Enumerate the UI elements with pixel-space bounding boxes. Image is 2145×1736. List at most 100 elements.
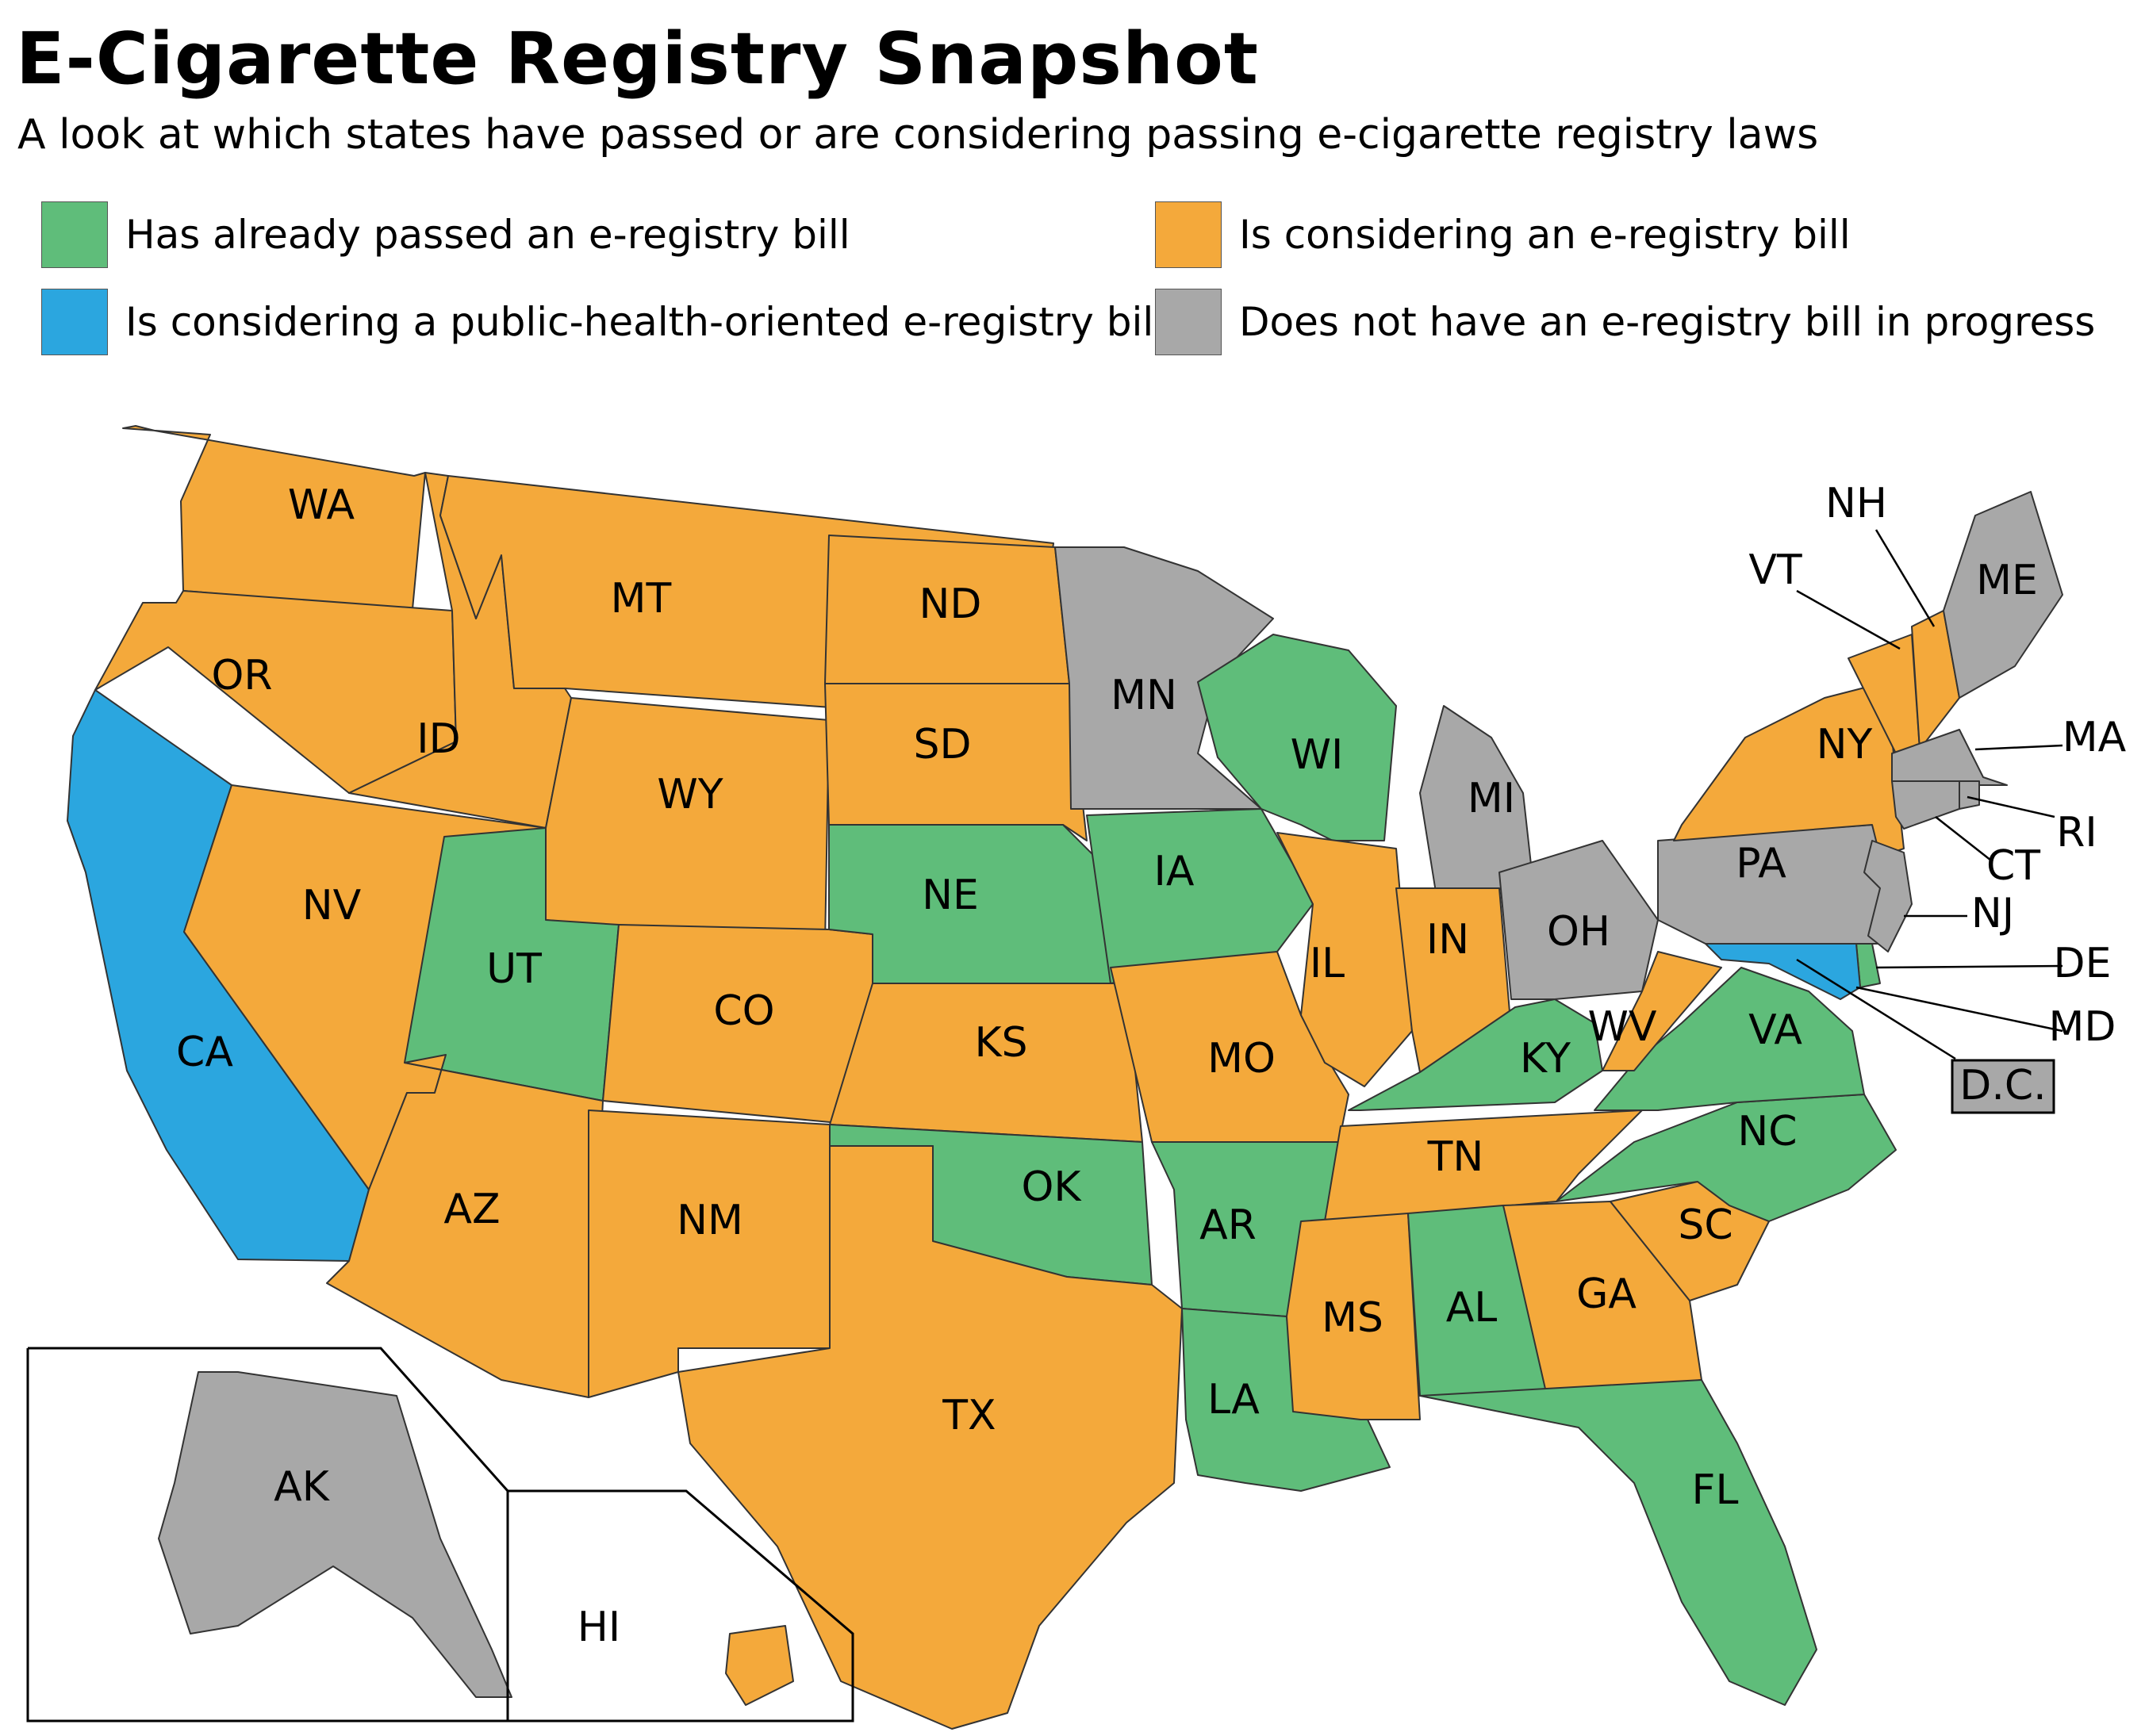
state-label-ct: CT bbox=[1986, 842, 2040, 890]
state-hi bbox=[725, 1625, 794, 1706]
legend-label-passed: Has already passed an e-registry bill bbox=[125, 212, 850, 258]
state-wi bbox=[1197, 634, 1397, 841]
state-label-ky: KY bbox=[1520, 1035, 1571, 1083]
leader-line-ri bbox=[1967, 795, 2055, 818]
state-label-nh: NH bbox=[1825, 480, 1887, 527]
state-label-ga: GA bbox=[1576, 1270, 1637, 1318]
state-label-wv: WV bbox=[1588, 1003, 1657, 1051]
inset-frames bbox=[26, 1347, 854, 1723]
state-label-al: AL bbox=[1446, 1284, 1498, 1332]
state-label-de: DE bbox=[2054, 940, 2112, 987]
state-label-ri: RI bbox=[2056, 809, 2097, 857]
state-label-wy: WY bbox=[657, 771, 723, 818]
state-labels: WA OR CA ID NV MT WY UT AZ CO NM ND SD NE KS OK TX MN IA MO… bbox=[176, 480, 2127, 1651]
leader-line-nh bbox=[1874, 529, 1936, 627]
state-label-ms: MS bbox=[1322, 1294, 1383, 1342]
legend-label-none: Does not have an e-registry bill in prog… bbox=[1239, 299, 2096, 345]
state-label-id: ID bbox=[416, 715, 460, 763]
legend-label-public-health: Is considering a public-health-oriented … bbox=[125, 299, 1165, 345]
legend-swatch-passed bbox=[41, 201, 108, 268]
state-tn bbox=[1324, 1109, 1643, 1222]
state-label-hi: HI bbox=[578, 1604, 620, 1651]
state-label-nd: ND bbox=[919, 581, 982, 628]
legend-swatch-none bbox=[1155, 289, 1222, 355]
state-label-oh: OH bbox=[1547, 908, 1610, 956]
state-label-sd: SD bbox=[913, 721, 971, 768]
state-label-vt: VT bbox=[1748, 546, 1802, 594]
state-label-az: AZ bbox=[443, 1186, 500, 1233]
state-wy bbox=[545, 697, 830, 945]
state-label-ca: CA bbox=[176, 1029, 233, 1076]
state-wv bbox=[1602, 951, 1722, 1071]
state-label-mi: MI bbox=[1468, 775, 1515, 822]
state-label-ma: MA bbox=[2062, 714, 2127, 761]
state-label-va: VA bbox=[1748, 1006, 1802, 1054]
state-label-co: CO bbox=[713, 987, 774, 1035]
state-il bbox=[1276, 832, 1413, 1087]
state-label-ny: NY bbox=[1817, 721, 1873, 768]
state-me bbox=[1943, 491, 2063, 699]
state-label-nv: NV bbox=[302, 882, 362, 929]
state-ky bbox=[1348, 998, 1603, 1111]
map-title: E-Cigarette Registry Snapshot bbox=[16, 17, 1259, 101]
hawaii-inset-frame bbox=[508, 1489, 854, 1723]
state-ca bbox=[67, 689, 370, 1262]
alaska-inset-frame bbox=[26, 1347, 509, 1723]
state-label-or: OR bbox=[211, 652, 272, 699]
state-label-nj: NJ bbox=[1971, 890, 2014, 937]
state-nc bbox=[1556, 1094, 1897, 1222]
state-tx bbox=[677, 1145, 1183, 1730]
state-nj bbox=[1863, 840, 1913, 952]
state-ga bbox=[1502, 1201, 1702, 1397]
legend-item-public-health: Is considering a public-health-oriented … bbox=[41, 287, 1165, 357]
state-label-mn: MN bbox=[1111, 672, 1177, 719]
state-wa bbox=[122, 425, 426, 610]
state-label-ut: UT bbox=[486, 945, 542, 993]
dc-label-box bbox=[1951, 1059, 2055, 1114]
state-label-ok: OK bbox=[1021, 1163, 1082, 1211]
state-label-dc: D.C. bbox=[1959, 1062, 2046, 1109]
leader-line-md bbox=[1855, 986, 2063, 1033]
state-label-ne: NE bbox=[922, 872, 979, 919]
legend-item-considering: Is considering an e-registry bill bbox=[1155, 200, 1851, 270]
leader-lines bbox=[1796, 529, 2063, 1060]
state-label-ia: IA bbox=[1154, 848, 1195, 895]
state-label-md: MD bbox=[2049, 1003, 2116, 1051]
state-md bbox=[1705, 943, 1861, 1000]
legend-swatch-public-health bbox=[41, 289, 108, 355]
legend-item-none: Does not have an e-registry bill in prog… bbox=[1155, 287, 2095, 357]
state-label-wa: WA bbox=[288, 481, 355, 529]
state-label-mt: MT bbox=[611, 575, 672, 623]
state-label-in: IN bbox=[1426, 916, 1469, 964]
state-label-ak: AK bbox=[274, 1463, 331, 1511]
state-shapes bbox=[67, 425, 2063, 1730]
map-subtitle: A look at which states have passed or ar… bbox=[17, 111, 1819, 159]
state-label-mo: MO bbox=[1207, 1035, 1276, 1083]
state-label-pa: PA bbox=[1736, 840, 1786, 887]
state-fl bbox=[1419, 1379, 1817, 1706]
state-label-ar: AR bbox=[1199, 1201, 1257, 1249]
state-ct bbox=[1891, 780, 1960, 830]
leader-line-dc bbox=[1796, 958, 1956, 1060]
state-label-sc: SC bbox=[1678, 1201, 1732, 1249]
state-label-ks: KS bbox=[974, 1019, 1027, 1067]
state-ak bbox=[158, 1371, 512, 1698]
state-label-tn: TN bbox=[1427, 1133, 1484, 1181]
state-label-me: ME bbox=[1976, 557, 2038, 604]
state-label-tx: TX bbox=[942, 1392, 996, 1439]
state-label-fl: FL bbox=[1692, 1466, 1739, 1514]
state-label-nm: NM bbox=[677, 1197, 743, 1244]
leader-line-ct bbox=[1935, 816, 1992, 861]
leader-line-de bbox=[1875, 964, 2063, 969]
state-ri bbox=[1959, 780, 1980, 810]
legend-label-considering: Is considering an e-registry bill bbox=[1239, 212, 1851, 258]
legend-item-passed: Has already passed an e-registry bill bbox=[41, 200, 850, 270]
state-label-il: IL bbox=[1310, 940, 1345, 987]
state-label-la: LA bbox=[1207, 1376, 1260, 1424]
legend-swatch-considering bbox=[1155, 201, 1222, 268]
state-label-nc: NC bbox=[1737, 1108, 1797, 1155]
leader-line-ma bbox=[1974, 744, 2063, 751]
leader-line-vt bbox=[1796, 589, 1901, 650]
state-label-wi: WI bbox=[1291, 731, 1344, 779]
